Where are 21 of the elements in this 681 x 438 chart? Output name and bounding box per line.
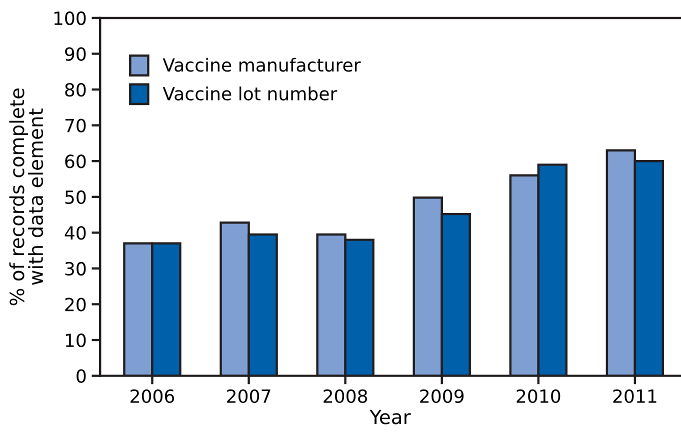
x-tick-label: 2007 [227,389,270,403]
y-tick-label: 100 [54,11,86,26]
legend-label: Vaccine lot number [162,86,338,100]
y-tick-label: 60 [65,154,86,168]
y-tick-label: 30 [65,262,86,276]
y-tick-label: 50 [65,190,86,204]
legend-label: Vaccine manufacturer [162,58,361,72]
x-axis-title: Year [370,410,411,424]
y-tick-label: 70 [65,118,86,132]
y-tick-label: 90 [65,47,86,61]
x-tick-label: 2010 [516,389,560,403]
y-tick-label: 0 [76,369,86,383]
x-tick-label: 2006 [130,389,174,403]
y-tick-label: 40 [64,226,86,240]
y-axis-title: % of records complete with data element [9,88,44,306]
x-tick-label: 2009 [420,389,464,403]
y-tick-label: 80 [65,82,86,97]
x-tick-label: 2008 [324,389,368,403]
y-tick-label: 20 [65,298,86,312]
x-tick-label: 2011 [613,389,656,403]
y-tick-label: 10 [66,333,86,348]
